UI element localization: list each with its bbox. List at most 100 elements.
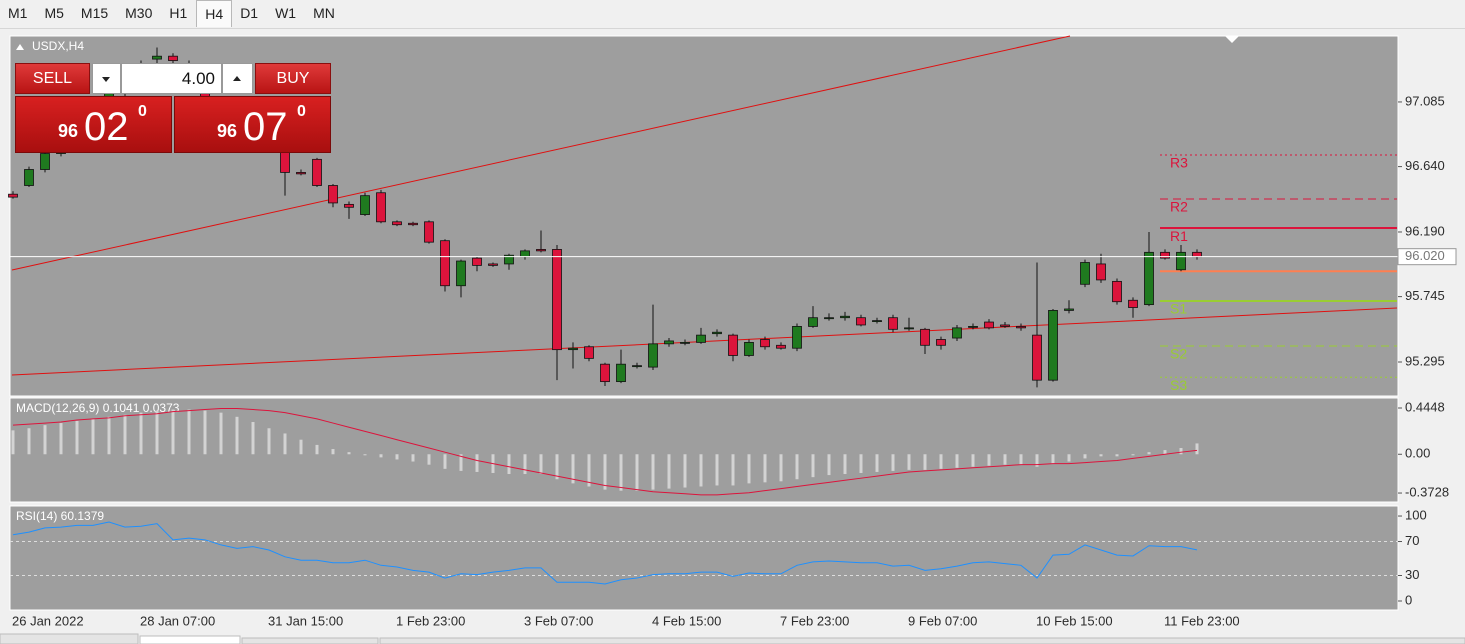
chart-tab[interactable] — [139, 635, 241, 644]
timeframe-button[interactable]: D1 — [240, 5, 259, 21]
candle-body — [648, 343, 658, 368]
x-tick-label: 10 Feb 15:00 — [1036, 613, 1113, 628]
x-tick-label: 28 Jan 07:00 — [140, 613, 215, 628]
candle-body — [744, 341, 754, 356]
chart-tab[interactable] — [241, 637, 379, 644]
macd-bar — [187, 409, 191, 455]
buy-button[interactable]: BUY — [255, 63, 331, 94]
macd-bar — [315, 444, 319, 455]
timeframe-button[interactable]: M1 — [8, 5, 28, 21]
candle-body — [808, 317, 818, 327]
macd-bar — [987, 454, 991, 466]
candle-body — [424, 221, 434, 243]
macd-bar — [939, 454, 943, 469]
shift-marker — [1225, 36, 1239, 43]
candle-body — [1048, 310, 1058, 381]
candle-body — [712, 331, 722, 335]
macd-bar — [75, 420, 79, 455]
macd-bar — [843, 454, 847, 475]
candle-body — [40, 153, 50, 170]
timeframe-button[interactable]: W1 — [275, 5, 297, 21]
candle-body — [536, 249, 546, 252]
candle-body — [888, 317, 898, 330]
macd-bar — [59, 423, 63, 455]
x-tick-label: 31 Jan 15:00 — [268, 613, 343, 628]
y-tick-label: 0.4448 — [1405, 399, 1445, 414]
macd-bar — [1131, 454, 1135, 456]
candle-body — [1080, 262, 1090, 285]
macd-bar — [907, 454, 911, 470]
macd-bar — [107, 416, 111, 455]
macd-bar — [651, 454, 655, 490]
timeframe-button[interactable]: M15 — [80, 5, 109, 21]
candle-body — [952, 327, 962, 339]
candle-body — [520, 250, 530, 258]
timeframe-button[interactable]: M5 — [44, 5, 64, 21]
current-price-box — [1397, 248, 1457, 266]
macd-bar — [603, 454, 607, 490]
candle-body — [584, 346, 594, 359]
volume-up[interactable] — [222, 63, 253, 94]
candle-body — [632, 365, 642, 368]
macd-bar — [283, 433, 287, 455]
y-tick-label: 96.640 — [1405, 158, 1445, 173]
macd-bar — [411, 454, 415, 462]
candle-body — [824, 317, 834, 320]
y-tick-label: 30 — [1405, 567, 1419, 582]
candle-body — [1000, 324, 1010, 327]
macd-signal — [12, 408, 1198, 496]
macd-bar — [955, 454, 959, 468]
x-tick-label: 11 Feb 23:00 — [1164, 613, 1240, 628]
macd-bar — [539, 454, 543, 475]
timeframe-button[interactable]: M30 — [125, 5, 153, 21]
macd-bar — [891, 454, 895, 471]
macd-bar — [139, 412, 143, 455]
chart-tab[interactable] — [0, 633, 139, 644]
macd-bar — [859, 454, 863, 473]
candle-body — [984, 321, 994, 329]
bid-quote[interactable]: 96 02 0 — [15, 96, 172, 153]
macd-bar — [923, 454, 927, 470]
pivot-label: S1 — [1170, 301, 1187, 317]
timeframe-button[interactable]: MN — [313, 5, 335, 21]
macd-bar — [795, 454, 799, 480]
timeframe-button[interactable]: H1 — [169, 5, 188, 21]
ask-sup: 0 — [297, 103, 306, 120]
candle-body — [8, 193, 18, 198]
macd-bar — [475, 454, 479, 472]
macd-bar — [299, 439, 303, 455]
candle-body — [1128, 299, 1138, 308]
macd-bar — [43, 425, 47, 455]
macd-bar — [683, 454, 687, 488]
x-tick-label: 26 Jan 2022 — [12, 613, 84, 628]
macd-bar — [1179, 448, 1183, 455]
y-tick-label: 95.745 — [1405, 288, 1445, 303]
candle-body — [552, 249, 562, 351]
sell-button[interactable]: SELL — [15, 63, 90, 94]
candle-body — [696, 334, 706, 343]
volume-input[interactable]: 4.00 — [121, 63, 222, 94]
x-tick-label: 3 Feb 07:00 — [524, 613, 593, 628]
timeframe-toolbar: M1 M5 M15 M30 H1 H4 D1 W1 MN — [0, 0, 1465, 29]
candle-body — [792, 326, 802, 349]
chart-tab[interactable] — [379, 637, 1465, 644]
volume-down[interactable] — [92, 63, 121, 94]
pivot-label: S2 — [1170, 346, 1187, 362]
y-tick-label: 100 — [1405, 507, 1427, 522]
candle-body — [872, 320, 882, 323]
candle-body — [920, 328, 930, 346]
y-tick-label: 70 — [1405, 533, 1419, 548]
candle-body — [456, 260, 466, 287]
candle-body — [392, 221, 402, 226]
macd-bar — [971, 454, 975, 467]
candle-body — [328, 185, 338, 204]
y-tick-label: 0.00 — [1405, 446, 1430, 461]
one-click-trading-panel: SELL 4.00 BUY 96 02 0 96 07 0 — [15, 63, 331, 153]
macd-bar — [363, 454, 367, 456]
timeframe-button[interactable]: H4 — [196, 0, 233, 27]
macd-bar — [619, 454, 623, 491]
ask-quote[interactable]: 96 07 0 — [174, 96, 331, 153]
x-tick-label: 9 Feb 07:00 — [908, 613, 977, 628]
candle-body — [1112, 280, 1122, 303]
macd-bar — [123, 414, 127, 455]
